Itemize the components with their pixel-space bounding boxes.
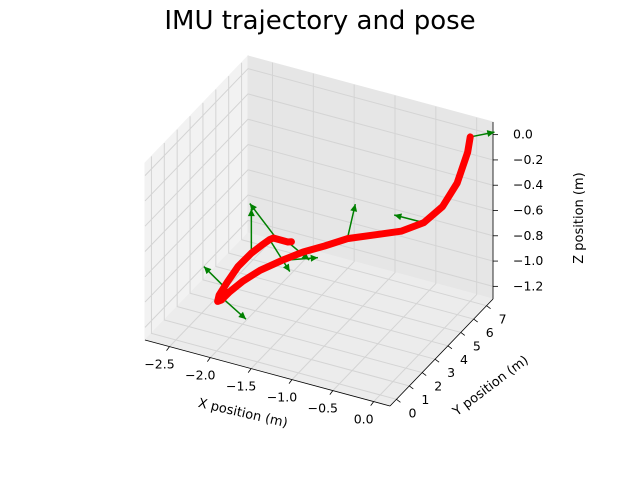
grid-line-z	[144, 143, 494, 252]
y-tick-label: 2	[434, 379, 442, 394]
x-axis-line	[144, 339, 391, 407]
y-tick-label: 7	[499, 312, 507, 327]
x-tick-mark	[247, 368, 252, 373]
pose-arrow-head	[203, 266, 212, 275]
z-tick-label: −0.4	[513, 177, 543, 192]
z-tick-label: −0.6	[513, 203, 543, 218]
z-tick-label: −0.2	[513, 152, 543, 167]
x-tick-label: −1.0	[267, 390, 297, 405]
pose-arrow-head	[238, 311, 246, 320]
y-tick-mark	[486, 305, 491, 310]
pose-arrow-head	[394, 213, 403, 221]
x-tick-mark	[329, 390, 334, 395]
grid-line-x	[332, 106, 437, 391]
grid-line-y	[163, 142, 410, 387]
y-tick-mark	[409, 385, 414, 390]
y-tick-mark	[434, 358, 440, 363]
grid-line-y	[150, 156, 397, 400]
grid-line-z	[144, 194, 494, 303]
y-tick-label: 6	[486, 325, 494, 340]
grid-line-y	[228, 76, 474, 320]
chart-title: IMU trajectory and pose	[164, 6, 476, 36]
z-tick-label: −0.8	[513, 228, 543, 243]
pose-arrow-head	[350, 204, 358, 212]
grid-line-z	[144, 93, 494, 202]
y-tick-mark	[396, 398, 401, 403]
y-tick-label: 0	[408, 405, 416, 420]
x-tick-label: −2.5	[144, 357, 174, 372]
pose-arrow-head	[486, 130, 495, 137]
x-tick-mark	[370, 401, 374, 406]
y-tick-mark	[421, 372, 427, 376]
grid-line-x	[291, 95, 396, 380]
grid-line-x	[250, 84, 355, 369]
pose-arrow-head	[310, 254, 318, 262]
y-tick-label: 4	[460, 352, 468, 367]
y-tick-mark	[460, 332, 466, 336]
y-tick-label: 1	[421, 392, 429, 407]
y-tick-label: 5	[473, 338, 481, 353]
pose-arrow-head	[301, 252, 310, 261]
pose-arrow-shaft	[249, 203, 278, 240]
grid-lines	[144, 62, 494, 402]
y-tick-label: 3	[447, 365, 455, 380]
z-tick-label: −1.0	[513, 253, 543, 268]
x-tick-mark	[288, 379, 293, 384]
y-tick-mark	[473, 318, 478, 323]
grid-line-y	[241, 62, 487, 307]
pose-arrow-head	[247, 208, 255, 217]
grid-line-z	[144, 169, 494, 278]
x-tick-label: −2.0	[185, 368, 215, 383]
grid-line-z	[144, 219, 494, 328]
grid-line-x	[373, 117, 478, 402]
x-tick-label: −0.5	[308, 401, 338, 416]
y-tick-mark	[447, 345, 453, 350]
trajectory-line	[214, 133, 474, 305]
grid-line-z	[144, 68, 494, 176]
pose-arrow-head	[283, 263, 290, 272]
grid-line-y	[215, 89, 461, 333]
x-tick-mark	[207, 357, 211, 362]
grid-line-y	[176, 129, 423, 374]
x-tick-label: 0.0	[354, 412, 374, 427]
z-tick-label: −1.2	[513, 278, 543, 293]
grid-line-z	[144, 118, 494, 227]
grid-line-y	[202, 102, 449, 347]
y-axis-line	[389, 298, 494, 407]
z-tick-label: 0.0	[513, 127, 533, 142]
data-layer	[203, 130, 495, 320]
x-tick-label: −1.5	[226, 379, 256, 394]
grid-line-y	[189, 116, 436, 360]
z-axis-label: Z position (m)	[572, 172, 587, 263]
pose-arrow-head	[249, 203, 257, 212]
x-tick-mark	[166, 346, 170, 351]
